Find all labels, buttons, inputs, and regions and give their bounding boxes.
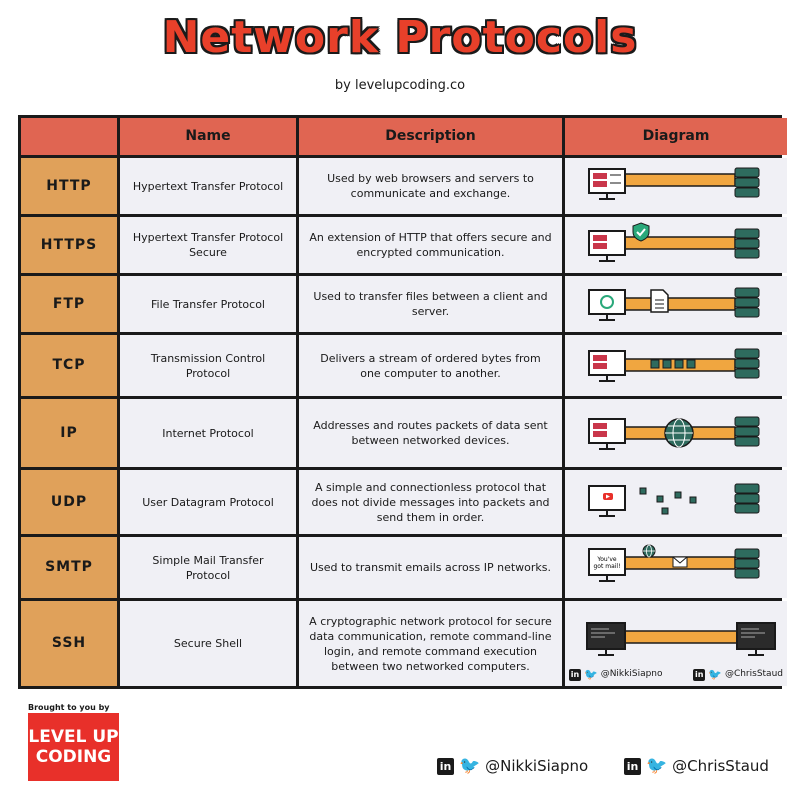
monitor-icon [588,289,626,321]
mail-icon [672,556,688,568]
monitor-icon [586,622,626,656]
document-icon [650,289,669,313]
globe-icon [664,418,694,448]
protocol-udp: UDP [21,470,117,534]
name-smtp: Simple Mail Transfer Protocol [120,537,296,598]
twitter-icon[interactable]: 🐦 [646,755,668,776]
monitor-icon [588,230,626,262]
name-https: Hypertext Transfer Protocol Secure [120,217,296,273]
description-tcp: Delivers a stream of ordered bytes from … [299,335,562,396]
byline: by levelupcoding.co [334,78,466,93]
twitter-icon[interactable]: 🐦 [459,755,481,776]
server-icon [734,483,760,514]
description-udp: A simple and connectionless protocol tha… [299,470,562,534]
name-ftp: File Transfer Protocol [120,276,296,332]
header-diagram: Diagram [565,118,787,155]
protocol-ip: IP [21,399,117,467]
protocol-table: Name Description Diagram HTTP Hypertext … [18,115,787,689]
diagram-credits: in 🐦 @NikkiSiapno in 🐦 @ChrisStaud [569,667,783,682]
protocol-smtp: SMTP [21,537,117,598]
name-tcp: Transmission Control Protocol [120,335,296,396]
linkedin-icon[interactable]: in [693,668,706,681]
server-icon [734,416,760,447]
server-icon [734,548,760,579]
name-ssh: Secure Shell [120,601,296,686]
social-handle-left[interactable]: @NikkiSiapno [485,757,589,775]
protocol-https: HTTPS [21,217,117,273]
linkedin-icon[interactable]: in [437,757,454,775]
monitor-icon [588,168,626,200]
diagram-smtp: You've got mail! [565,537,787,598]
monitor-icon [736,622,776,656]
level-up-coding-logo[interactable]: LEVEL UP CODING [28,713,119,781]
header-name: Name [120,118,296,155]
diagram-ip [565,399,787,467]
twitter-icon[interactable]: 🐦 [708,668,722,681]
linkedin-icon[interactable]: in [624,757,641,775]
description-http: Used by web browsers and servers to comm… [299,158,562,214]
diagram-ftp [565,276,787,332]
description-ip: Addresses and routes packets of data sen… [299,399,562,467]
header-description: Description [299,118,562,155]
footer-social-chris: in 🐦 @ChrisStaud [624,757,769,775]
monitor-icon [588,418,626,450]
protocol-ssh: SSH [21,601,117,686]
diagram-http [565,158,787,214]
diagram-ssh: in 🐦 @NikkiSiapno in 🐦 @ChrisStaud [565,601,787,686]
protocol-tcp: TCP [21,335,117,396]
diagram-tcp [565,335,787,396]
smtp-screen-text: You've got mail! [594,556,621,570]
diagram-credit-right: in 🐦 @ChrisStaud [693,668,783,681]
globe-icon [642,544,656,558]
protocol-http: HTTP [21,158,117,214]
server-icon [734,348,760,379]
social-handle-right[interactable]: @ChrisStaud [672,757,769,775]
server-icon [734,167,760,198]
page-title: Network Protocols [162,12,638,63]
diagram-credit-left: in 🐦 @NikkiSiapno [569,668,663,681]
twitter-icon[interactable]: 🐦 [584,668,598,681]
logo-line-1: LEVEL UP [28,727,119,747]
name-udp: User Datagram Protocol [120,470,296,534]
diagram-udp [565,470,787,534]
protocol-ftp: FTP [21,276,117,332]
name-ip: Internet Protocol [120,399,296,467]
description-https: An extension of HTTP that offers secure … [299,217,562,273]
description-smtp: Used to transmit emails across IP networ… [299,537,562,598]
shield-check-icon [632,222,650,242]
header-blank [21,118,117,155]
logo-line-2: CODING [35,747,112,767]
description-ssh: A cryptographic network protocol for sec… [299,601,562,686]
footer-social-nikki: in 🐦 @NikkiSiapno [437,757,588,775]
server-icon [734,228,760,259]
monitor-icon [588,350,626,382]
server-icon [734,287,760,318]
monitor-icon [588,485,626,517]
description-ftp: Used to transfer files between a client … [299,276,562,332]
name-http: Hypertext Transfer Protocol [120,158,296,214]
brought-to-you-by: Brought to you by [28,703,110,712]
monitor-icon: You've got mail! [588,548,626,582]
linkedin-icon[interactable]: in [569,668,581,681]
diagram-https [565,217,787,273]
